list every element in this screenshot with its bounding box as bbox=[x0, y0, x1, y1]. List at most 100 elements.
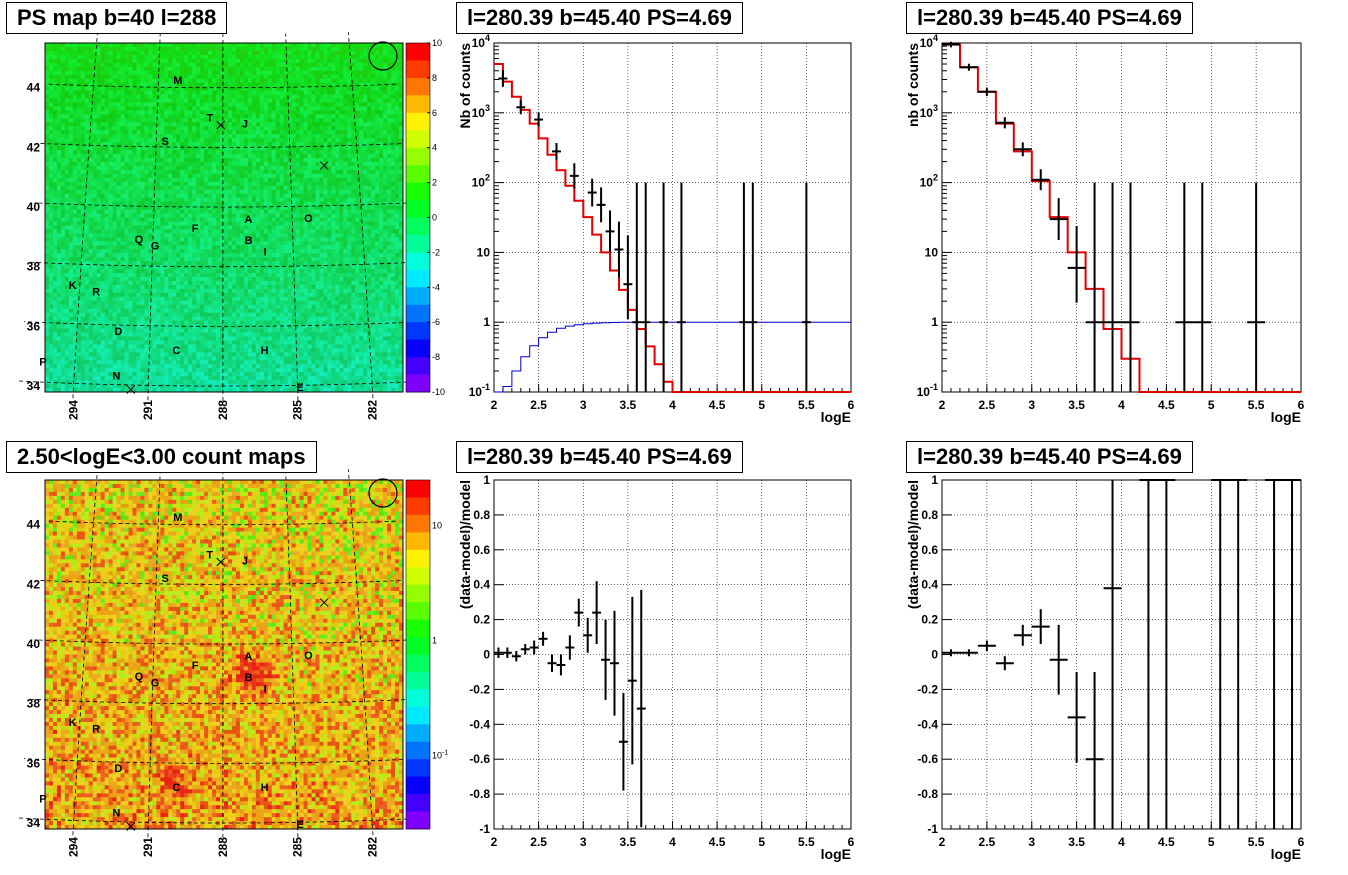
count_map-colorbar-cell bbox=[406, 741, 430, 760]
residual_left-ytick-label: -0.4 bbox=[469, 717, 490, 731]
ps_map-cross bbox=[216, 120, 226, 130]
ps_map-colorbar-cell bbox=[406, 374, 430, 393]
residual_left-data-point bbox=[511, 651, 521, 662]
count_map-ytick-label: 42 bbox=[27, 577, 41, 591]
spectrum_right-xtick-label: 2.5 bbox=[979, 398, 996, 412]
ps_map-colorbar-cell bbox=[406, 357, 430, 375]
ps_map-marker-N: N bbox=[112, 371, 120, 383]
residual_right-ytick-label: 1 bbox=[931, 473, 938, 487]
spectrum_left-xtick-label: 6 bbox=[848, 398, 855, 412]
count-map-title: 2.50<logE<3.00 count maps bbox=[6, 441, 317, 473]
residual_right-ylabel: (data-model)/model bbox=[905, 480, 921, 609]
ps_map-graticule bbox=[19, 32, 422, 401]
spectrum_left-data-point bbox=[498, 70, 508, 87]
ps_map-colorbar-label: 10 bbox=[432, 38, 442, 48]
ps_map-colorbar-cell bbox=[406, 77, 430, 96]
count_map-cross bbox=[126, 822, 136, 831]
count_map-colorbar-cell bbox=[406, 480, 430, 498]
ps_map-parallel bbox=[34, 202, 407, 208]
residual_left-ytick-label: 1 bbox=[483, 473, 490, 487]
ps_map-colorbar-label: 4 bbox=[432, 143, 437, 153]
spectrum_left-group: 2 2.5 3 3.5 4 4.5 5 5.5 6 10-1 1 10 102 103 104 logE Nb … bbox=[457, 33, 855, 425]
residual_left-data-point bbox=[565, 635, 575, 660]
ps_map-xtick-label: 291 bbox=[141, 400, 155, 420]
spectrum_left-xtick-label: 3.5 bbox=[620, 398, 637, 412]
residual_right-data-point bbox=[977, 640, 996, 652]
residual_right-xtick-label: 4 bbox=[1118, 835, 1125, 849]
residual_right-xtick-label: 6 bbox=[1298, 835, 1305, 849]
count_map-colorbar-cell bbox=[406, 602, 430, 620]
residual_left-ytick-label: 0.6 bbox=[473, 543, 490, 557]
ps_map-colorbar-cell bbox=[406, 130, 430, 149]
count_map-marker-N: N bbox=[112, 808, 120, 820]
count_map-colorbar-frame bbox=[405, 479, 431, 830]
residual_left-ylabel: (data-model)/model bbox=[457, 480, 473, 609]
count_map-psf-circle bbox=[368, 478, 398, 508]
residual_right-data-point bbox=[1103, 480, 1122, 829]
spectrum_right-ytick-label: 102 bbox=[920, 173, 938, 190]
spectrum_left-data-point bbox=[748, 182, 758, 392]
count_map-colorbar-cell bbox=[406, 514, 430, 533]
ps_map-ytick-label: 36 bbox=[27, 319, 41, 333]
spectrum_right-xlabel: logE bbox=[1271, 409, 1301, 425]
spectrum_right-data-point bbox=[1121, 182, 1140, 392]
residual_left-ytick-label: -0.2 bbox=[469, 682, 490, 696]
residual_left-xtick-label: 2.5 bbox=[530, 835, 547, 849]
spectrum_left-ytick-label: 10-1 bbox=[469, 382, 490, 399]
residual_left-data-point bbox=[529, 640, 539, 655]
residual_left-ytick-label: 0 bbox=[483, 648, 490, 662]
ps_map-colorbar-label: 0 bbox=[432, 213, 437, 223]
count_map-ytick-label: 34 bbox=[27, 816, 41, 830]
spectrum_right-ytick-label: 103 bbox=[920, 103, 938, 120]
ps_map-marker-K: K bbox=[69, 280, 77, 292]
spectrum_left-xtick-label: 2 bbox=[491, 398, 498, 412]
ps_map-colorbar-label: -10 bbox=[432, 387, 445, 397]
count_map-xtick-label: 288 bbox=[216, 837, 230, 857]
spectrum_left-data-point bbox=[552, 143, 561, 160]
count_map-marker-M: M bbox=[173, 512, 182, 524]
residual_right-data-point bbox=[1031, 609, 1050, 645]
spectrum_right-xtick-label: 5 bbox=[1208, 398, 1215, 412]
residual_right-ytick-label: 0.4 bbox=[921, 578, 938, 592]
residual_right-xtick-label: 5 bbox=[1208, 835, 1215, 849]
spectrum_right-data-point bbox=[1031, 169, 1050, 191]
residual_left-xtick-label: 3.5 bbox=[620, 835, 637, 849]
ps_map-colorbar-cell bbox=[406, 252, 430, 271]
spectrum_right-data-point bbox=[1193, 182, 1212, 392]
spectrum_right-xtick-label: 4 bbox=[1118, 398, 1125, 412]
count_map-colorbar-label: 10-1 bbox=[432, 750, 448, 761]
residual_left-data-point bbox=[520, 644, 530, 655]
spectrum_left-background-line bbox=[494, 321, 851, 393]
ps_map-marker-G: G bbox=[151, 240, 160, 252]
spectrum_right-xtick-label: 3 bbox=[1028, 398, 1035, 412]
residual_left-xtick-label: 5 bbox=[758, 835, 765, 849]
count_map-colorbar-label: 1 bbox=[432, 636, 437, 646]
residual_left-xtick-label: 4 bbox=[669, 835, 676, 849]
spectrum_right-data-point bbox=[959, 63, 978, 71]
spectrum_left-ytick-label: 1 bbox=[483, 315, 490, 329]
residual_right-ytick-label: 0.8 bbox=[921, 508, 938, 522]
ps_map-marker-S: S bbox=[161, 136, 168, 148]
residual_left-xtick-label: 5.5 bbox=[798, 835, 815, 849]
ps_map-meridian bbox=[147, 33, 161, 401]
spectrum_right-xtick-label: 2 bbox=[939, 398, 946, 412]
ps_map-colorbar-cell bbox=[406, 234, 430, 253]
count_map-meridian bbox=[72, 469, 98, 836]
ps_map-colorbar-label: -4 bbox=[432, 282, 440, 292]
spectrum_right-data-point bbox=[995, 117, 1014, 129]
count_map-marker-Q: Q bbox=[135, 671, 144, 683]
ps_map-xtick-label: 294 bbox=[66, 400, 80, 420]
spectrum_left-xtick-label: 4 bbox=[669, 398, 676, 412]
ps_map-marker-R: R bbox=[92, 287, 100, 299]
residual_right-data-point bbox=[1283, 479, 1301, 829]
count_map-marker-D: D bbox=[114, 763, 122, 775]
count_map-colorbar-cell bbox=[406, 776, 430, 795]
ps_map-colorbar-cell bbox=[406, 182, 430, 201]
residual_left-group: 2 2.5 3 3.5 4 4.5 5 5.5 6 1 0.8 0.6 0.4 0.2 0 -0.2 -0.4 -… bbox=[457, 473, 855, 862]
residual_left-data-point bbox=[592, 581, 602, 645]
ps_map-colorbar-cell bbox=[406, 287, 430, 306]
count_map-marker-P: P bbox=[39, 793, 46, 805]
ps-map-title: PS map b=40 l=288 bbox=[6, 2, 228, 34]
ps_map-colorbar-cell bbox=[406, 147, 430, 166]
